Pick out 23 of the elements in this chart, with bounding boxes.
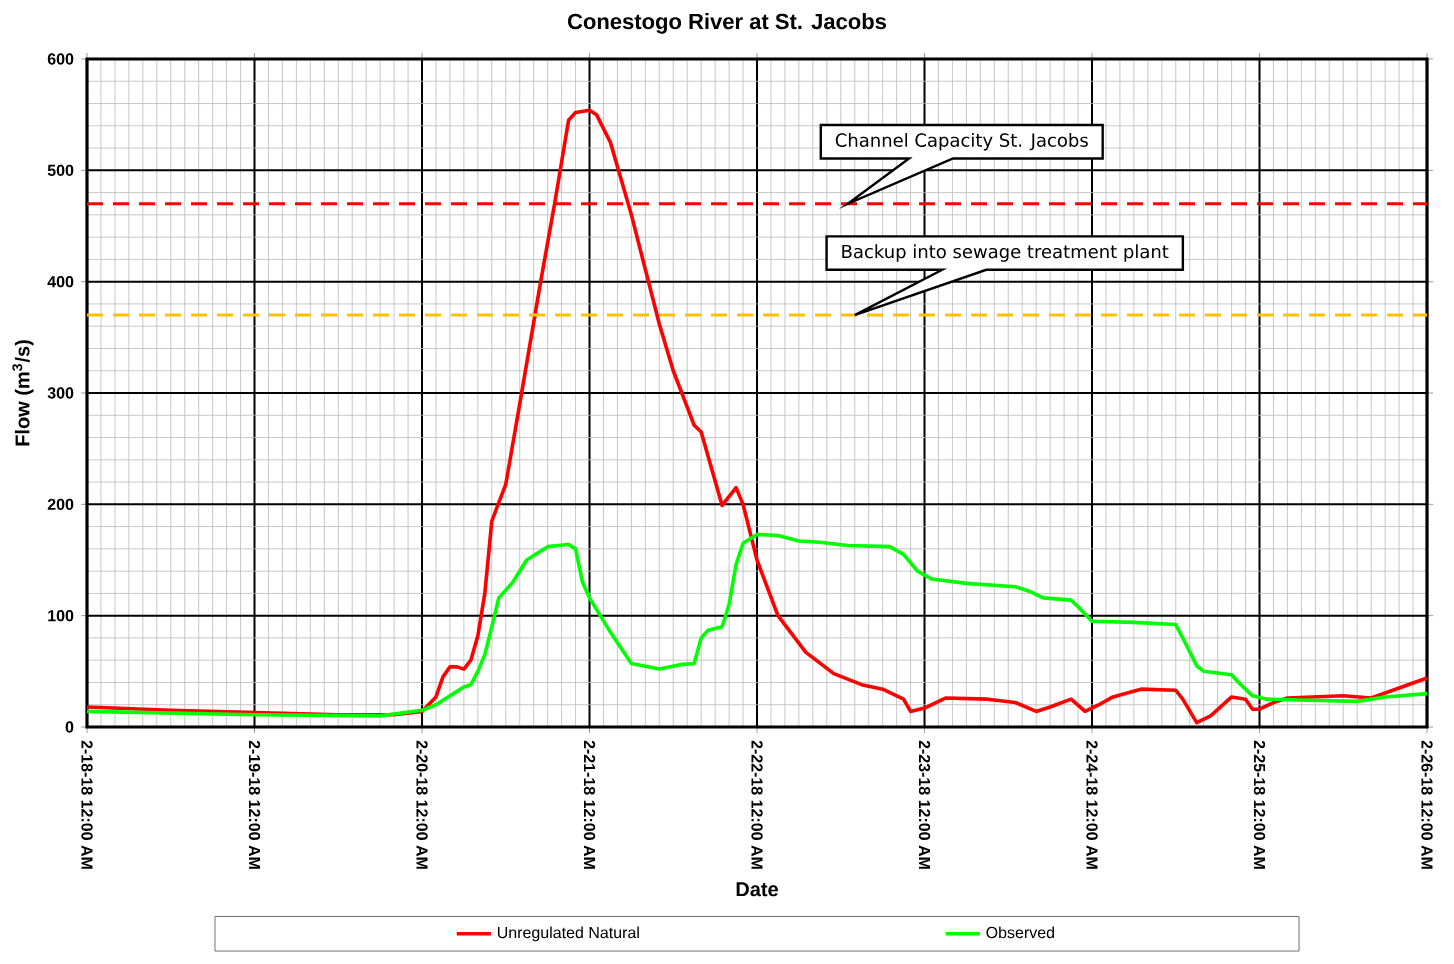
y-tick-label: 300: [47, 387, 74, 399]
x-tick-label: 2-18-18 12:00 AM: [81, 740, 93, 869]
x-tick-label: 2-19-18 12:00 AM: [248, 740, 261, 869]
y-axis-title: Flow (m$^{3}$/s): [12, 340, 34, 446]
legend-label: Observed: [986, 926, 1054, 939]
annotation: Backup into sewage treatment plant: [842, 244, 1169, 262]
x-tick-label: 2-25-18 12:00 AM: [1253, 740, 1266, 869]
y-tick-label: 600: [47, 53, 74, 65]
y-tick-label: 100: [48, 610, 74, 622]
x-axis-title: Date: [736, 882, 778, 897]
y-tick-label: 0: [65, 721, 74, 733]
x-tick-label: 2-23-18 12:00 AM: [918, 740, 931, 869]
y-tick-label: 400: [47, 276, 74, 288]
x-tick-label: 2-26-18 12:00 AM: [1421, 740, 1433, 869]
legend-label: Unregulated Natural: [497, 926, 639, 942]
y-tick-label: 500: [47, 164, 74, 176]
x-tick-label: 2-22-18 12:00 AM: [751, 740, 763, 869]
x-tick-label: 2-21-18 12:00 AM: [583, 740, 596, 869]
x-tick-label: 2-20-18 12:00 AM: [416, 740, 428, 869]
y-tick-label: 200: [47, 498, 74, 510]
chart-title: Conestogo River at St. Jacobs: [567, 13, 887, 34]
x-tick-label: 2-24-18 12:00 AM: [1086, 740, 1098, 869]
annotation: Channel Capacity St. Jacobs: [835, 133, 1088, 151]
